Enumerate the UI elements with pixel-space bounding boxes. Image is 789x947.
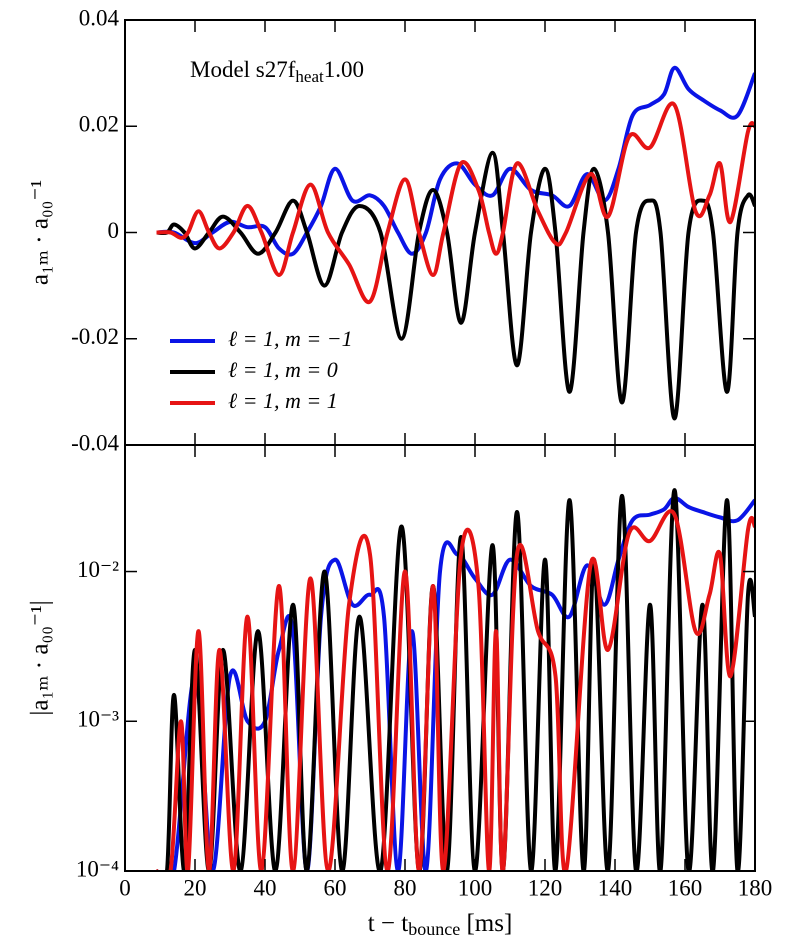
x-tick-label: 80 [394, 875, 417, 900]
x-tick-label: 140 [598, 875, 633, 900]
legend-label: ℓ = 1, m = 0 [228, 357, 338, 382]
y-axis-label: |a₁ₘ · a₀₀⁻¹| [27, 600, 54, 715]
y-tick-label: 0.04 [79, 5, 120, 30]
y-axis-label: a₁ₘ · a₀₀⁻¹ [27, 180, 54, 285]
data-line [156, 101, 755, 304]
annotation-part: heat [295, 67, 324, 86]
x-axis-label-part: [ms] [460, 910, 512, 937]
legend-label: ℓ = 1, m = 1 [228, 388, 338, 413]
x-tick-label: 180 [738, 875, 773, 900]
y-tick-label: -0.04 [71, 430, 119, 455]
x-tick-label: 120 [528, 875, 563, 900]
x-axis-label: t − tbounce [ms] [368, 910, 513, 939]
plot-lines [156, 65, 755, 421]
y-tick-label: -0.02 [71, 324, 119, 349]
annotation: Model s27fheat1.00 [190, 57, 364, 86]
annotation-part: Model s27f [190, 57, 296, 82]
plot-frame [124, 444, 756, 872]
x-tick-label: 100 [458, 875, 493, 900]
x-tick-label: 60 [324, 875, 347, 900]
y-tick-label: 10⁻³ [77, 707, 119, 732]
data-line [156, 150, 755, 421]
y-tick-label: 0.02 [79, 112, 119, 137]
x-tick-label: 40 [254, 875, 277, 900]
x-tick-label: 0 [119, 875, 131, 900]
legend-label: ℓ = 1, m = −1 [228, 326, 353, 351]
y-tick-label: 10⁻² [77, 557, 119, 582]
plot-lines [154, 488, 755, 871]
x-axis-label-part: t − t [368, 910, 409, 937]
x-tick-label: 160 [668, 875, 703, 900]
data-line [154, 488, 755, 871]
data-line [154, 509, 755, 871]
y-tick-label: 10⁻⁴ [76, 856, 119, 881]
x-axis-label-part: bounce [408, 919, 460, 939]
data-line [156, 65, 755, 257]
annotation-part: 1.00 [324, 57, 364, 82]
x-tick-label: 20 [184, 875, 207, 900]
y-tick-label: 0 [108, 218, 120, 243]
